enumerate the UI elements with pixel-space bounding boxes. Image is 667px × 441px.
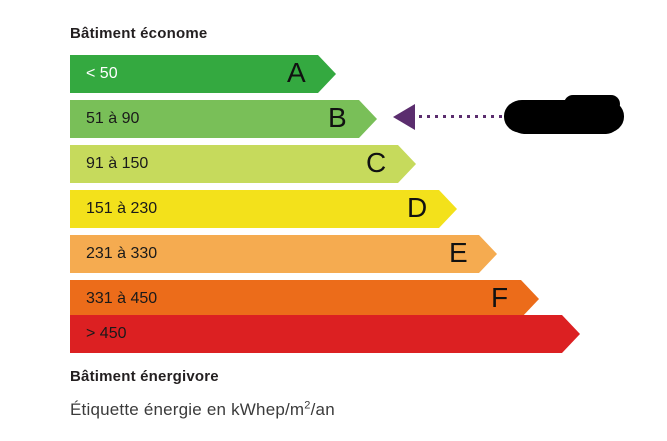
energy-bar-row-a[interactable]: < 50 A bbox=[70, 55, 336, 93]
bar-letter-d: D bbox=[407, 192, 428, 223]
bar-shape-f bbox=[70, 280, 539, 318]
unit-caption: Étiquette énergie en kWhep/m2/an bbox=[70, 400, 335, 420]
bar-range-label-e: 231 à 330 bbox=[86, 245, 158, 262]
bar-letter-c: C bbox=[366, 147, 387, 178]
energy-bar-row-d[interactable]: 151 à 230 D bbox=[70, 190, 457, 228]
bar-letter-a: A bbox=[287, 57, 306, 88]
bar-shape-b bbox=[70, 100, 377, 138]
bar-range-label-b: 51 à 90 bbox=[86, 110, 140, 127]
bar-range-label-f: 331 à 450 bbox=[86, 290, 158, 307]
unit-caption-prefix: Étiquette énergie en kWhep/m bbox=[70, 400, 305, 419]
bar-range-label-d: 151 à 230 bbox=[86, 200, 158, 217]
bar-range-label-g: > 450 bbox=[86, 325, 127, 342]
energy-bar-row-b[interactable]: 51 à 90 B bbox=[70, 100, 377, 138]
bar-shape-c bbox=[70, 145, 416, 183]
energy-bar-row-g[interactable]: > 450 bbox=[70, 315, 580, 353]
bar-shape-a bbox=[70, 55, 336, 93]
redacted-value-blob bbox=[504, 95, 624, 134]
bar-letter-e: E bbox=[449, 237, 468, 268]
class-marker-dotted-connector bbox=[419, 115, 503, 118]
bottom-caption: Bâtiment énergivore bbox=[70, 368, 219, 385]
energy-bar-row-e[interactable]: 231 à 330 E bbox=[70, 235, 497, 273]
unit-caption-exponent: 2 bbox=[304, 399, 311, 412]
bar-letter-b: B bbox=[328, 102, 347, 133]
top-caption: Bâtiment économe bbox=[70, 25, 208, 42]
bar-shape-e bbox=[70, 235, 497, 273]
bar-range-label-c: 91 à 150 bbox=[86, 155, 149, 172]
class-marker-triangle-icon bbox=[393, 104, 415, 130]
bar-shape-d bbox=[70, 190, 457, 228]
bar-range-label-a: < 50 bbox=[86, 65, 118, 82]
energy-bar-row-c[interactable]: 91 à 150 C bbox=[70, 145, 416, 183]
energy-bar-row-f[interactable]: 331 à 450 F bbox=[70, 280, 539, 318]
unit-caption-suffix: /an bbox=[310, 400, 335, 419]
bar-shape-g bbox=[70, 315, 580, 353]
bar-letter-f: F bbox=[491, 282, 509, 313]
